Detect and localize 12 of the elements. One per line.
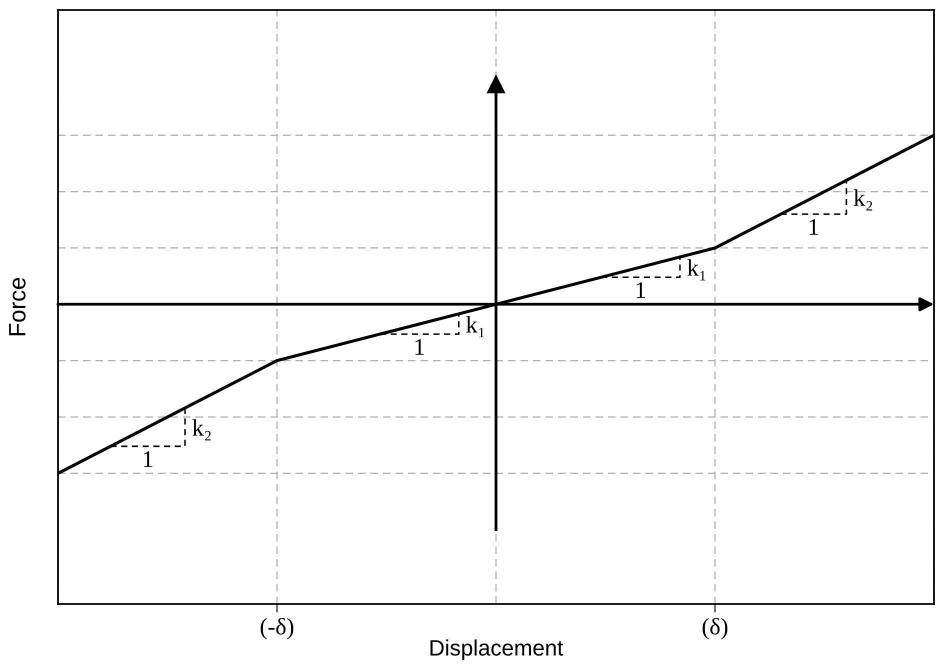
- x-axis-title: Displacement: [430, 639, 564, 660]
- annotation: 1: [416, 339, 424, 355]
- annotation: k₁: [466, 316, 484, 338]
- annotation: k₁: [687, 259, 706, 280]
- x-tick-label: (-δ): [260, 618, 294, 640]
- annotation: k₂: [192, 419, 211, 440]
- annotation: 1: [636, 282, 646, 298]
- annotation: 1: [810, 219, 818, 235]
- y-axis-title: Force: [9, 278, 26, 336]
- x-tick-label: (δ): [702, 618, 728, 640]
- annotation: k₂: [854, 189, 872, 210]
- annotation: 1: [144, 451, 152, 467]
